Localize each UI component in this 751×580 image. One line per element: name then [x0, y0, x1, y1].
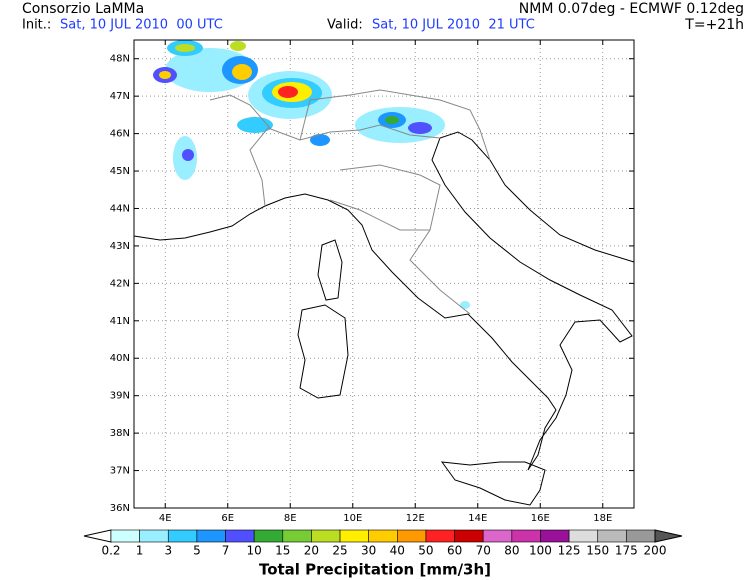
colorbar-label: 25 [332, 544, 347, 558]
lon-label: 6E [221, 513, 234, 524]
map-frame [133, 39, 635, 509]
coastlines [133, 131, 635, 506]
lat-label: 44N [110, 203, 130, 214]
colorbar-label: 5 [193, 544, 201, 558]
precipitation-field [153, 40, 470, 309]
borders [209, 89, 491, 315]
colorbar-box [110, 529, 140, 543]
colorbar-label: 0.2 [101, 544, 120, 558]
lon-label: 10E [343, 513, 362, 524]
colorbar-label: 15 [275, 544, 290, 558]
lat-label: 43N [110, 241, 130, 252]
colorbar-box [397, 529, 427, 543]
lat-label: 42N [110, 278, 130, 289]
lead-time: T=+21h [684, 17, 744, 33]
lat-label: 39N [110, 391, 130, 402]
colorbar-box [540, 529, 570, 543]
colorbar-label: 10 [247, 544, 262, 558]
init-label: Init.: [22, 18, 51, 33]
colorbar-box [368, 529, 398, 543]
lon-label: 8E [284, 513, 297, 524]
colorbar-label: 175 [615, 544, 638, 558]
colorbar-box [626, 529, 656, 543]
lat-label: 36N [110, 503, 130, 514]
colorbar-box [511, 529, 541, 543]
brand: Consorzio LaMMa [22, 1, 144, 17]
colorbar-title: Total Precipitation [mm/3h] [259, 561, 491, 579]
lat-label: 46N [110, 129, 130, 140]
init-time: Sat, 10 JUL 2010 00 UTC [60, 18, 223, 33]
colorbar-box [311, 529, 341, 543]
lon-label: 18E [593, 513, 612, 524]
colorbar-label: 70 [476, 544, 491, 558]
colorbar-label: 100 [529, 544, 552, 558]
lat-label: 47N [110, 91, 130, 102]
colorbar-label: 150 [586, 544, 609, 558]
model-title: NMM 0.07deg - ECMWF 0.12deg [519, 1, 744, 17]
lat-label: 41N [110, 316, 130, 327]
colorbar-box [253, 529, 284, 543]
lon-label: 12E [406, 513, 425, 524]
colorbar-box [425, 529, 455, 543]
colorbar-label: 20 [304, 544, 319, 558]
lat-label: 48N [110, 54, 130, 65]
colorbar-label: 60 [447, 544, 462, 558]
colorbar-box [196, 529, 226, 543]
colorbar-box [568, 529, 599, 543]
colorbar-label: 7 [222, 544, 230, 558]
colorbar-label: 40 [390, 544, 405, 558]
lat-label: 40N [110, 353, 130, 364]
colorbar-box [454, 529, 484, 543]
colorbar-label: 80 [504, 544, 519, 558]
lat-label: 38N [110, 428, 130, 439]
colorbar-box [139, 529, 169, 543]
colorbar-box [282, 529, 312, 543]
colorbar-label: 30 [361, 544, 376, 558]
colorbar-label: 1 [136, 544, 144, 558]
colorbar-label: 50 [418, 544, 433, 558]
colorbar-over [654, 529, 683, 543]
colorbar-box [225, 529, 255, 543]
map: 36N 37N 38N 39N 40N 41N 42N 43N 44N 45N 46N 47N 48N 4… [110, 39, 635, 524]
colorbar-under [83, 529, 112, 543]
colorbar-box [597, 529, 627, 543]
lat-label: 37N [110, 466, 130, 477]
lon-label: 4E [159, 513, 172, 524]
lon-label: 14E [468, 513, 487, 524]
colorbar-label: 125 [558, 544, 581, 558]
colorbar-box [167, 529, 198, 543]
valid-label: Valid: [327, 18, 363, 33]
valid-time: Sat, 10 JUL 2010 21 UTC [372, 18, 535, 33]
colorbar-box [339, 529, 369, 543]
lat-label: 45N [110, 166, 130, 177]
colorbar-box [482, 529, 513, 543]
lon-label: 16E [531, 513, 550, 524]
colorbar: 0.2 1 3 5 7 10 15 20 25 30 40 50 60 70 80 100 125 150 175 2… [83, 529, 683, 558]
colorbar-label: 200 [644, 544, 667, 558]
colorbar-label: 3 [164, 544, 172, 558]
